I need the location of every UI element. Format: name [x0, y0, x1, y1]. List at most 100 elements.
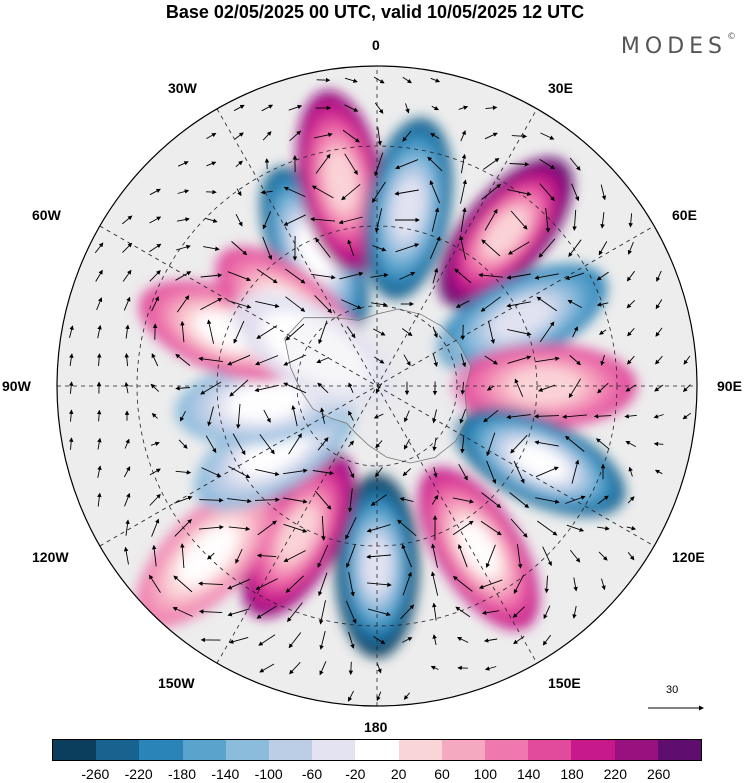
- wind-arrow: [207, 406, 214, 427]
- wind-arrow: [372, 328, 386, 336]
- wind-arrow: [456, 637, 469, 643]
- wind-arrow: [507, 189, 532, 196]
- wind-arrow: [625, 440, 637, 447]
- colorbar-segment: [355, 740, 399, 760]
- wind-arrow: [255, 468, 280, 477]
- wind-arrow: [374, 152, 384, 177]
- wind-arrow: [484, 208, 498, 231]
- colorbar-segment: [571, 740, 615, 760]
- wind-arrow: [180, 320, 185, 343]
- wind-arrow: [174, 495, 193, 504]
- wind-arrow: [484, 355, 498, 365]
- wind-arrow: [430, 571, 439, 596]
- wind-arrow: [206, 132, 217, 139]
- wind-arrow: [510, 210, 528, 230]
- wind-arrow: [460, 435, 465, 454]
- modes-logo: MODES©: [621, 32, 736, 59]
- wind-arrow: [122, 242, 133, 253]
- wind-arrow: [513, 460, 525, 484]
- wind-arrow: [347, 239, 355, 256]
- wind-arrow: [485, 544, 496, 569]
- label-120w: 120W: [32, 549, 69, 565]
- wind-arrow: [430, 77, 441, 83]
- wind-arrow: [460, 207, 467, 232]
- wind-arrow: [514, 378, 524, 397]
- wind-arrow: [257, 520, 277, 536]
- wind-arrow: [431, 494, 439, 505]
- wind-arrow: [150, 441, 160, 446]
- wind-arrow: [626, 270, 635, 282]
- wind-arrow: [346, 326, 356, 339]
- wind-arrow: [483, 157, 500, 170]
- wind-arrow: [124, 381, 129, 394]
- wind-arrow: [317, 382, 329, 394]
- wind-arrow: [319, 407, 325, 424]
- wind-arrow: [96, 409, 102, 422]
- wind-arrow: [314, 490, 332, 510]
- wind-arrow: [544, 575, 549, 594]
- wind-arrow: [486, 460, 497, 485]
- wind-arrow: [483, 409, 499, 423]
- wind-arrow: [397, 519, 417, 537]
- wind-arrow: [198, 609, 223, 614]
- wind-arrow: [149, 493, 161, 506]
- wind-arrow: [402, 468, 412, 477]
- wind-arrow: [261, 104, 274, 112]
- wind-arrow: [597, 495, 609, 505]
- wind-arrow: [480, 296, 501, 312]
- wind-arrow: [341, 299, 362, 309]
- graticule: [57, 66, 697, 706]
- wind-arrow: [124, 353, 129, 367]
- wind-arrow: [175, 470, 192, 475]
- wind-arrow: [452, 576, 473, 592]
- wind-arrow: [319, 661, 327, 676]
- wind-arrow: [539, 183, 555, 202]
- wind-arrow: [263, 409, 271, 423]
- wind-arrow: [624, 413, 637, 419]
- wind-arrow: [283, 382, 307, 394]
- label-90w: 90W: [2, 378, 31, 394]
- wind-arrow: [487, 320, 495, 344]
- wind-arrow: [596, 302, 609, 307]
- wind-arrow: [654, 355, 663, 365]
- wind-arrow: [627, 241, 634, 255]
- wind-arrow: [207, 552, 215, 560]
- wind-arrow: [151, 412, 158, 419]
- wind-arrow: [401, 328, 413, 337]
- wind-arrow: [374, 102, 384, 114]
- wind-arrow: [483, 638, 498, 643]
- wind-arrow: [255, 355, 279, 366]
- wind-arrow: [535, 466, 559, 478]
- wind-arrow: [376, 663, 382, 674]
- wind-arrow: [317, 544, 329, 568]
- wind-arrow: [321, 515, 326, 541]
- colorbar-tick-label: -220: [124, 766, 153, 782]
- wind-arrow: [347, 488, 353, 513]
- wind-arrow: [289, 130, 302, 142]
- wind-arrow: [566, 524, 585, 532]
- wind-arrow: [460, 153, 467, 174]
- wind-arrow: [175, 353, 191, 366]
- wind-arrow: [516, 544, 523, 569]
- wind-arrow: [203, 246, 220, 251]
- wind-arrow: [431, 105, 439, 111]
- label-30e: 30E: [548, 80, 573, 96]
- wind-arrow: [175, 244, 191, 251]
- wind-arrow: [344, 104, 359, 112]
- colorbar-segment: [312, 740, 356, 760]
- wind-arrow: [571, 183, 580, 202]
- wind-arrow: [233, 320, 245, 344]
- wind-arrow: [200, 381, 222, 395]
- wind-arrow: [399, 272, 416, 280]
- wind-arrow: [151, 353, 159, 367]
- wind-arrow: [596, 438, 610, 450]
- wind-arrow: [283, 523, 308, 533]
- wind-arrow: [509, 492, 530, 509]
- wind-arrow: [288, 104, 303, 111]
- wind-arrow: [345, 544, 356, 569]
- wind-arrow: [455, 606, 471, 618]
- wind-arrow: [199, 498, 224, 503]
- wind-arrow: [405, 103, 410, 114]
- wind-arrow: [534, 273, 559, 280]
- wind-arrow: [149, 188, 161, 196]
